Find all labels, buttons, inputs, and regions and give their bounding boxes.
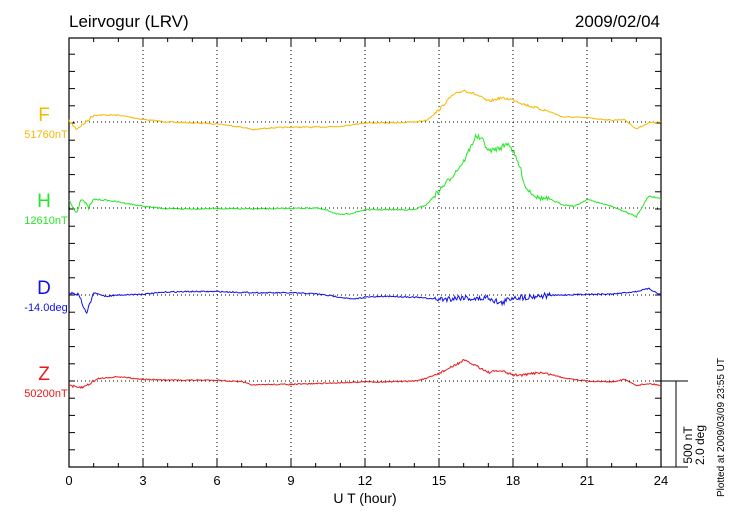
chart-date: 2009/02/04	[575, 12, 660, 31]
series-baseline-F: 51760nT	[24, 129, 68, 141]
series-line-F	[68, 89, 662, 131]
plot-layer: 0 3 6 9 12 15 18 21 24 F 51760nT H 12610nT D -14.0deg Z…	[24, 37, 688, 488]
series-line-D	[68, 287, 662, 315]
x-tick-label: 3	[139, 473, 146, 488]
scale-nT-label: 500 nT	[681, 426, 695, 464]
series-name-D: D	[37, 278, 51, 299]
series-baseline-H: 12610nT	[24, 215, 68, 227]
x-tick-label: 12	[358, 473, 372, 488]
x-axis-label: U T (hour)	[333, 490, 396, 506]
series-baseline-Z: 50200nT	[24, 388, 68, 400]
plotted-footer: Plotted at 2009/03/09 23:55 UT	[716, 358, 727, 497]
series-name-Z: Z	[38, 364, 50, 385]
x-tick-label: 0	[65, 473, 72, 488]
x-tick-label: 21	[580, 473, 594, 488]
x-tick-label: 18	[506, 473, 520, 488]
series-line-H	[68, 133, 662, 219]
chart-title: Leirvogur (LRV)	[69, 12, 189, 31]
x-tick-label: 9	[287, 473, 294, 488]
series-baseline-D: -14.0deg	[24, 302, 67, 314]
scale-deg-label: 2.0 deg	[693, 425, 707, 465]
x-tick-label: 15	[432, 473, 446, 488]
series-name-H: H	[37, 191, 51, 212]
series-name-F: F	[38, 105, 50, 126]
x-tick-label: 6	[213, 473, 220, 488]
x-tick-label: 24	[654, 473, 668, 488]
series-line-Z	[68, 359, 662, 390]
